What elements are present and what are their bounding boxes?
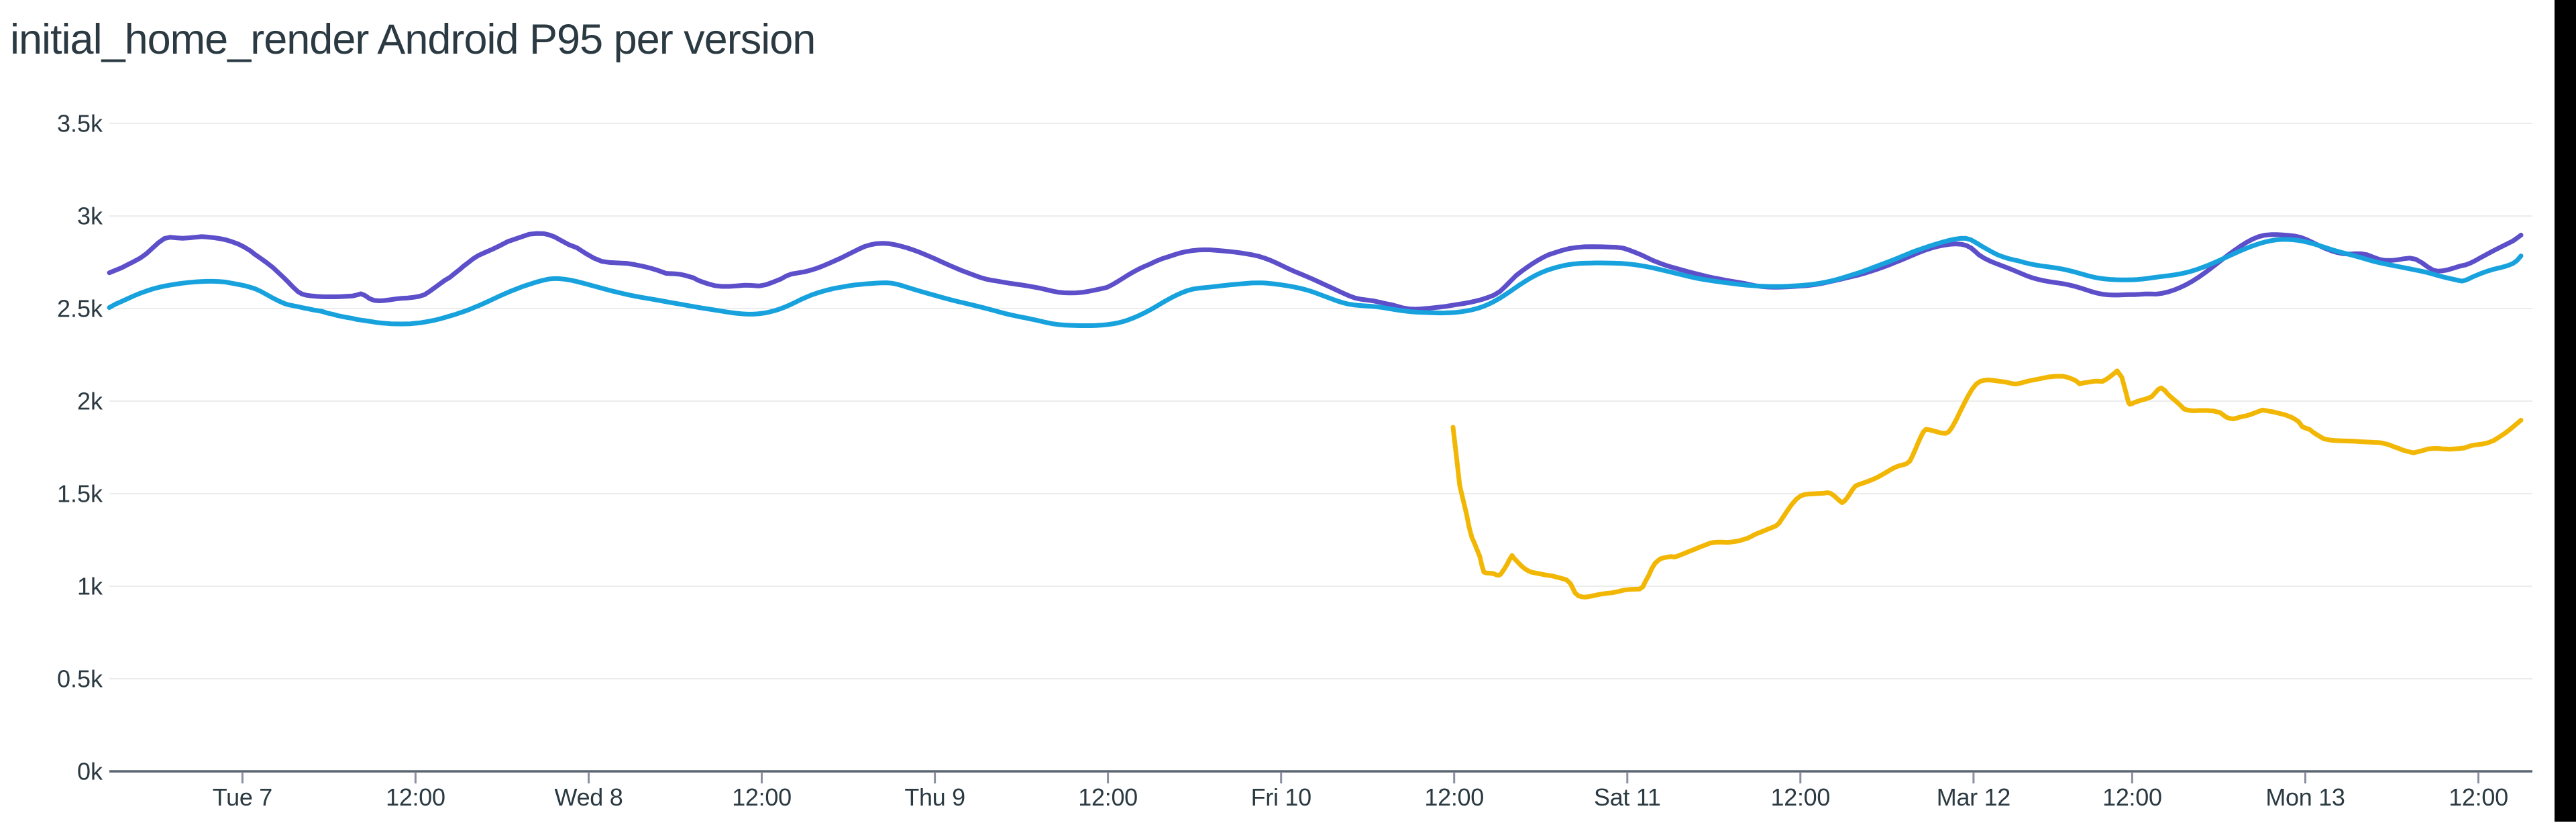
svg-text:12:00: 12:00 [732, 783, 792, 811]
svg-text:Thu 9: Thu 9 [904, 783, 965, 811]
svg-text:1.5k: 1.5k [57, 480, 103, 508]
svg-text:12:00: 12:00 [386, 783, 445, 811]
svg-text:12:00: 12:00 [1078, 783, 1138, 811]
svg-text:Wed 8: Wed 8 [555, 783, 623, 811]
svg-text:12:00: 12:00 [1771, 783, 1831, 811]
svg-text:12:00: 12:00 [2102, 783, 2162, 811]
svg-text:2k: 2k [77, 388, 103, 415]
svg-text:12:00: 12:00 [2449, 783, 2508, 811]
svg-text:12:00: 12:00 [1424, 783, 1484, 811]
svg-text:Mon 13: Mon 13 [2265, 783, 2345, 811]
svg-text:Fri 10: Fri 10 [1251, 783, 1311, 811]
svg-text:0.5k: 0.5k [57, 665, 103, 693]
svg-text:initial_home_render Android P9: initial_home_render Android P95 per vers… [10, 16, 815, 63]
svg-text:Mar 12: Mar 12 [1937, 783, 2010, 811]
svg-text:2.5k: 2.5k [57, 295, 103, 323]
svg-text:3k: 3k [77, 203, 103, 230]
svg-text:Sat 11: Sat 11 [1594, 783, 1661, 811]
svg-text:3.5k: 3.5k [57, 110, 103, 138]
svg-text:0k: 0k [77, 758, 103, 785]
svg-text:1k: 1k [77, 573, 103, 600]
svg-text:Tue 7: Tue 7 [213, 783, 272, 811]
